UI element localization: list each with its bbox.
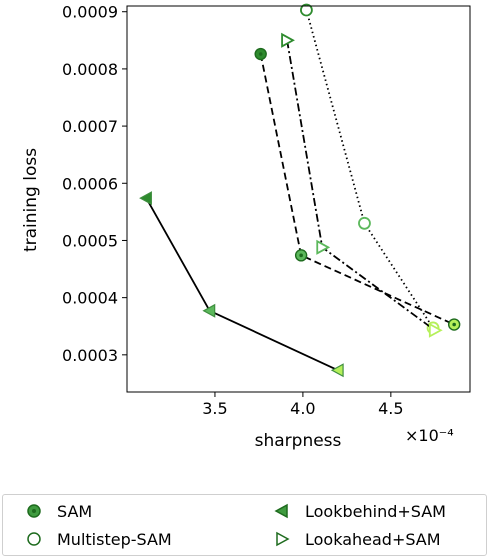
- y-tick-label: 0.0008: [62, 60, 118, 79]
- y-tick-label: 0.0005: [62, 231, 118, 250]
- lookahead-sam-line: [286, 40, 436, 331]
- lookahead-sam-point: [281, 32, 295, 48]
- lookbehind-sam-point: [202, 303, 216, 318]
- lookbehind-sam-point: [139, 191, 152, 206]
- lookahead-sam-point: [428, 322, 443, 338]
- x-tick-label: 4.5: [378, 399, 403, 418]
- y-tick-label: 0.0003: [62, 346, 118, 365]
- x-axis-scale-label: ×10⁻⁴: [405, 426, 454, 445]
- multistep-sam-line: [305, 9, 434, 329]
- legend-item-lookbehind-sam: Lookbehind+SAM: [269, 499, 446, 523]
- x-tick-label: 3.5: [202, 399, 227, 418]
- legend-label-multistep-sam: Multistep-SAM: [57, 529, 172, 549]
- multistep-sam-marker-icon: [27, 532, 41, 546]
- chart-svg: 3.5 4.0 4.5 0.0003 0.0004 0.0005 0.0006 0.0007 0…: [21, 3, 471, 451]
- lookahead-sam-marker-icon: [276, 531, 290, 547]
- x-axis-label: sharpness: [255, 431, 342, 451]
- legend-label-sam: SAM: [57, 501, 93, 521]
- sam-point-center: [452, 322, 456, 327]
- legend-item-multistep-sam: Multistep-SAM: [21, 527, 172, 551]
- lookbehind-sam-line: [145, 197, 339, 372]
- sam-marker-icon: [27, 504, 41, 518]
- legend-label-lookahead-sam: Lookahead+SAM: [305, 529, 441, 549]
- plot-frame: [126, 5, 471, 393]
- legend-label-lookbehind-sam: Lookbehind+SAM: [305, 501, 446, 521]
- sam-point-center: [299, 253, 303, 258]
- sam-line: [259, 53, 455, 326]
- y-tick-label: 0.0009: [62, 3, 118, 22]
- y-axis-label: training loss: [21, 148, 41, 252]
- lookbehind-sam-point: [330, 363, 344, 378]
- sam-point-center: [258, 52, 263, 56]
- multistep-sam-point: [358, 216, 371, 230]
- y-tick-label: 0.0004: [62, 289, 118, 308]
- lookbehind-sam-marker-icon: [274, 503, 288, 519]
- axes-layer: 3.5 4.0 4.5 0.0003 0.0004 0.0005 0.0006 0.0007 0…: [62, 3, 404, 418]
- legend-item-sam: SAM: [21, 499, 92, 523]
- lookahead-sam-point: [316, 239, 331, 255]
- multistep-sam-point: [300, 3, 313, 17]
- legend-item-lookahead-sam: Lookahead+SAM: [269, 527, 441, 551]
- legend: SAM Multistep-SAM Lookbehind+SAM Lookahe…: [2, 494, 487, 556]
- y-tick-label: 0.0006: [62, 174, 118, 193]
- series-layer: [139, 3, 461, 378]
- x-tick-label: 4.0: [290, 399, 315, 418]
- y-tick-label: 0.0007: [62, 117, 118, 136]
